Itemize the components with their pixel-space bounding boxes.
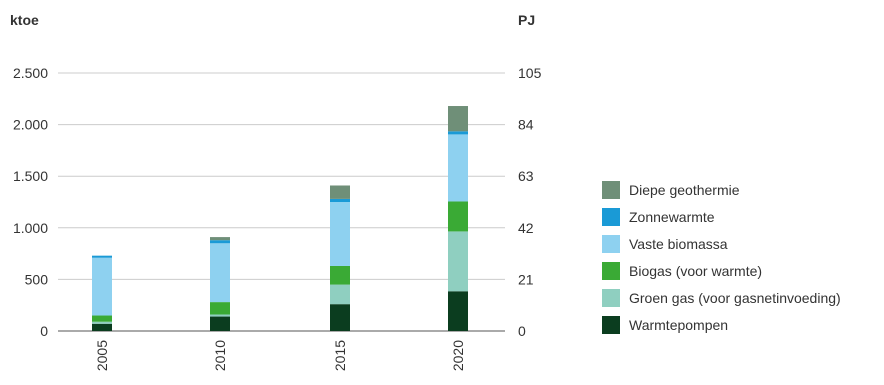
legend-item: Warmtepompen [602, 311, 841, 338]
x-axis: 2005 2010 2015 2020 [94, 340, 466, 371]
left-axis-unit: ktoe [10, 12, 39, 28]
bar-segment [210, 240, 230, 244]
bar-segment [330, 202, 350, 266]
left-tick-label: 1.500 [13, 168, 48, 184]
legend-swatch [602, 315, 620, 334]
right-axis-unit: PJ [518, 12, 535, 28]
bar-segment [330, 265, 350, 285]
legend-swatch [602, 234, 620, 253]
bar-segment [330, 198, 350, 202]
legend-label: Zonnewarmte [629, 208, 715, 225]
legend-item: Zonnewarmte [602, 203, 841, 230]
legend-label: Groen gas (voor gasnetinvoeding) [629, 289, 841, 306]
right-tick-label: 63 [518, 168, 534, 184]
x-tick-label: 2015 [332, 340, 348, 371]
bar-segment [448, 291, 468, 331]
bar-segment [330, 185, 350, 199]
bar-segment [448, 231, 468, 292]
bar-segment [92, 321, 112, 324]
right-axis: 0 21 42 63 84 105 [518, 65, 542, 339]
bar-segment [210, 237, 230, 241]
bar-segment [448, 106, 468, 132]
right-tick-label: 0 [518, 323, 526, 339]
legend-label: Diepe geothermie [629, 181, 740, 198]
legend-swatch [602, 207, 620, 226]
chart: ktoe PJ 0 500 1.000 1.500 2.000 2.500 0 21 42 63… [10, 12, 542, 371]
left-tick-label: 0 [40, 323, 48, 339]
x-tick-label: 2005 [94, 340, 110, 371]
bar-segment [448, 134, 468, 202]
bar-segment [210, 302, 230, 315]
legend-item: Diepe geothermie [602, 176, 841, 203]
legend-item: Groen gas (voor gasnetinvoeding) [602, 284, 841, 311]
left-axis: 0 500 1.000 1.500 2.000 2.500 [13, 65, 48, 339]
bar-segment [448, 201, 468, 232]
bar-segment [92, 323, 112, 331]
right-tick-label: 21 [518, 271, 534, 287]
left-tick-label: 1.000 [13, 220, 48, 236]
legend-swatch [602, 288, 620, 307]
bar-segment [92, 257, 112, 316]
left-tick-label: 2.500 [13, 65, 48, 81]
legend-swatch [602, 261, 620, 280]
right-tick-label: 42 [518, 220, 534, 236]
bar-segment [92, 315, 112, 322]
bar-segment [210, 316, 230, 331]
right-tick-label: 84 [518, 117, 534, 133]
bar-segment [210, 314, 230, 317]
bar-segment [330, 284, 350, 305]
bar-segment [330, 304, 350, 331]
bar-segment [92, 255, 112, 258]
legend-item: Vaste biomassa [602, 230, 841, 257]
bar-segment [210, 243, 230, 303]
legend-label: Vaste biomassa [629, 235, 728, 252]
bar-segment [448, 131, 468, 135]
x-tick-label: 2020 [450, 340, 466, 371]
legend-swatch [602, 180, 620, 199]
gridlines [58, 72, 505, 332]
left-tick-label: 500 [25, 271, 49, 287]
left-tick-label: 2.000 [13, 117, 48, 133]
legend-item: Biogas (voor warmte) [602, 257, 841, 284]
legend: Diepe geothermie Zonnewarmte Vaste biomass… [602, 176, 841, 338]
bars [92, 106, 468, 331]
legend-label: Biogas (voor warmte) [629, 262, 763, 279]
x-tick-label: 2010 [212, 340, 228, 371]
legend-label: Warmtepompen [629, 316, 729, 333]
right-tick-label: 105 [518, 65, 542, 81]
